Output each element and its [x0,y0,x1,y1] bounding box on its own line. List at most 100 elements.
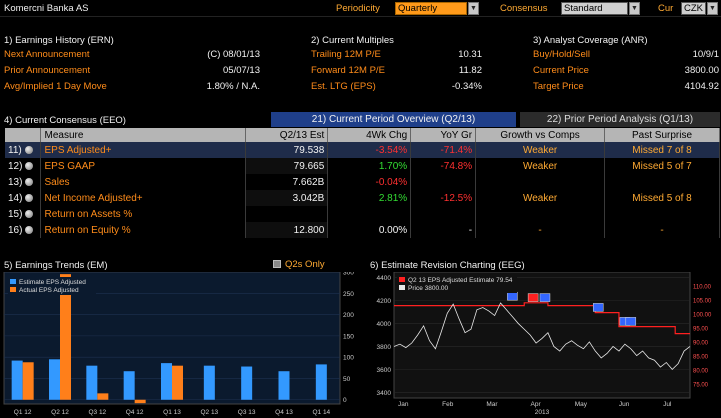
current-multiples-section: 2) Current Multiples Trailing 12M P/E 10.… [311,35,486,97]
row-radio-icon[interactable] [24,145,33,154]
forward-pe-label: Forward 12M P/E [311,65,385,76]
q2s-only-label: Q2s Only [285,259,325,270]
consensus-row-4wk-chg: -3.54% [327,142,412,158]
header-measure[interactable]: Measure [40,128,247,142]
current-price-value: 3800.00 [684,65,719,76]
revision-marker-icon[interactable] [507,291,518,301]
periodicity-label: Periodicity [336,3,380,14]
estimate-bar[interactable] [161,363,172,400]
header-past-surprise[interactable]: Past Surprise [604,128,720,142]
legend-price-label: Price 3800.00 [408,285,448,292]
est-ltg-value: -0.34% [451,81,482,92]
forward-pe-value: 11.82 [458,65,482,76]
estimate-bar[interactable] [49,359,60,400]
consensus-row-growth [475,174,606,190]
earnings-history-title[interactable]: 1) Earnings History (ERN) [4,35,114,46]
consensus-row[interactable]: 13) Sales 7.662B -0.04% [5,174,720,190]
consensus-row[interactable]: 15) Return on Assets % [5,206,720,222]
consensus-label: Consensus [500,3,548,14]
current-multiples-title: 2) Current Multiples [311,35,394,46]
consensus-dropdown-icon[interactable]: ▼ [629,2,640,15]
revision-marker-icon[interactable] [527,293,539,302]
header-yoy-gr[interactable]: YoY Gr [410,128,477,142]
tab-prior-period-analysis[interactable]: 22) Prior Period Analysis (Q1/13) [520,112,720,127]
consensus-row-yoy-gr: -74.8% [410,158,477,174]
legend-swatch-actual [10,287,16,292]
consensus-row[interactable]: 14) Net Income Adjusted+ 3.042B 2.81% -12.5%… [5,190,720,206]
actual-bar[interactable] [97,393,109,400]
row-number-label: 15) [8,208,23,220]
currency-select[interactable]: CZK [681,2,706,15]
analyst-coverage-title[interactable]: 3) Analyst Coverage (ANR) [533,35,648,46]
consensus-row-surprise: Missed 5 of 7 [604,158,720,174]
next-announcement-value: (C) 08/01/13 [207,49,260,60]
row-radio-icon[interactable] [25,161,34,170]
next-announcement-label: Next Announcement [4,49,90,60]
estimate-bar[interactable] [278,371,290,400]
estimate-bar[interactable] [11,360,23,400]
actual-bar[interactable] [134,399,146,404]
y-tick-label: 100 [343,355,354,362]
earnings-trends-chart: Q1 12 Q2 12 Q3 12 Q4 12 Q1 13 Q2 13 Q3 13 Q4 13… [3,272,354,416]
revision-marker-icon[interactable] [539,293,551,302]
x-year-label: 2013 [535,409,550,416]
consensus-row-growth: - [475,222,606,238]
buy-hold-sell-label: Buy/Hold/Sell [533,49,591,60]
legend-estimate-label: Estimate EPS Adjusted [19,279,86,286]
estimate-bar[interactable] [241,366,253,400]
consensus-row[interactable]: 11) EPS Adjusted+ 79.538 -3.54% -71.4% Weaker… [5,142,720,158]
header-4wk-chg[interactable]: 4Wk Chg [327,128,412,142]
x-tick-label: Q2 12 [51,409,69,416]
revision-marker-icon[interactable] [625,317,637,326]
header-growth-vs-comps[interactable]: Growth vs Comps [475,128,606,142]
currency-dropdown-icon[interactable]: ▼ [707,2,718,15]
row-radio-icon[interactable] [25,209,34,218]
estimate-bar[interactable] [123,371,135,400]
earnings-trends-title[interactable]: 5) Earnings Trends (EM) [4,260,108,271]
currency-label: Cur [658,3,674,14]
estimate-bar[interactable] [315,364,327,400]
consensus-row-growth: Weaker [475,190,606,206]
revision-chart-title[interactable]: 6) Estimate Revision Charting (EEG) [370,260,525,271]
y-tick-label: 200 [343,312,354,319]
target-price-label: Target Price [533,81,584,92]
consensus-row-estimate: 79.665 [245,158,329,174]
row-radio-icon[interactable] [25,225,34,234]
trailing-pe-label: Trailing 12M P/E [311,49,381,60]
q2s-only-checkbox[interactable] [273,260,281,268]
consensus-row-measure: Net Income Adjusted+ [40,190,247,206]
consensus-row[interactable]: 16) Return on Equity % 12.800 0.00% - - - [5,222,720,238]
avg-move-label: Avg/Implied 1 Day Move [4,81,107,92]
consensus-select[interactable]: Standard [561,2,628,15]
price-line[interactable] [393,302,691,370]
periodicity-select[interactable]: Quarterly [395,2,467,15]
consensus-row-4wk-chg: 0.00% [327,222,412,238]
consensus-row-number: 11) [5,142,42,158]
actual-bar[interactable] [172,365,183,400]
consensus-row-number: 12) [5,158,42,174]
tab-current-period-overview[interactable]: 21) Current Period Overview (Q2/13) [271,112,516,127]
consensus-row[interactable]: 12) EPS GAAP 79.665 1.70% -74.8% Weaker Missed… [5,158,720,174]
company-name: Komercni Banka AS [4,3,89,14]
right-y-tick-label: 80.00 [693,369,709,375]
right-y-tick-label: 95.00 [693,327,709,333]
consensus-row-4wk-chg [327,206,412,222]
y-tick-label: 300 [343,272,354,277]
actual-bar[interactable] [22,362,34,400]
periodicity-dropdown-icon[interactable]: ▼ [468,2,479,15]
consensus-row-yoy-gr: - [410,222,477,238]
x-tick-label: Q1 12 [14,409,32,416]
title-bar: Komercni Banka AS Periodicity Quarterly … [0,0,721,17]
consensus-row-growth: Weaker [475,142,606,158]
revision-marker-icon[interactable] [592,303,604,312]
consensus-row-estimate: 12.800 [245,222,329,238]
row-radio-icon[interactable] [25,177,34,186]
header-est[interactable]: Q2/13 Est [245,128,329,142]
consensus-row-4wk-chg: -0.04% [327,174,412,190]
row-radio-icon[interactable] [25,193,34,202]
estimate-bar[interactable] [86,365,98,400]
actual-bar[interactable] [60,274,71,400]
current-consensus-title[interactable]: 4) Current Consensus (EEO) [4,115,126,126]
estimate-bar[interactable] [203,365,215,400]
x-tick-label: Mar [486,401,498,408]
